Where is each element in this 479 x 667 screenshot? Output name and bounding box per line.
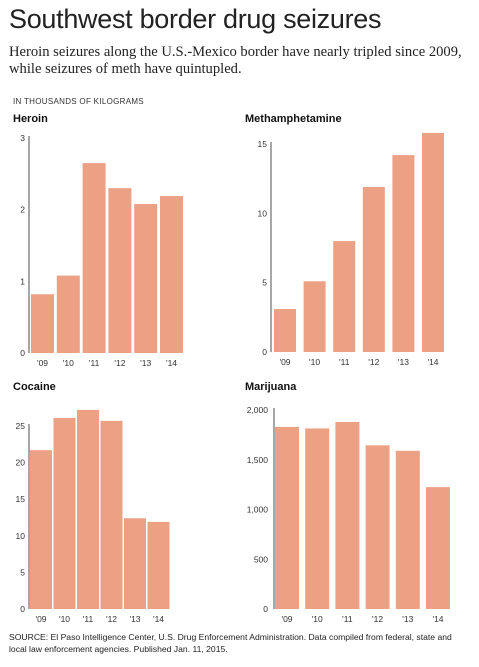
chart-title: Southwest border drug seizures [9, 4, 382, 34]
cocaine-bar-09 [30, 450, 52, 609]
cocaine-y-tick-label: 25 [16, 421, 26, 431]
methamphetamine-bar-13 [392, 155, 415, 352]
methamphetamine-bar-11 [333, 241, 356, 352]
methamphetamine-bar-12 [362, 186, 385, 352]
marijuana-bar-11 [335, 421, 360, 609]
marijuana-y-tick-label: 1,000 [247, 505, 269, 515]
heroin-y-tick-label: 1 [20, 276, 25, 286]
methamphetamine-y-tick-label: 15 [258, 139, 268, 149]
heroin-bar-12 [108, 188, 132, 353]
heroin-y-tick-label: 0 [20, 348, 25, 358]
source-note: SOURCE: El Paso Intelligence Center, U.S… [9, 632, 452, 654]
cocaine-y-tick-label: 20 [16, 458, 26, 468]
cocaine-y-tick-label: 5 [20, 567, 25, 577]
cocaine-bar-10 [53, 417, 76, 609]
heroin-bar-13 [134, 203, 158, 353]
cocaine-y-tick-label: 15 [16, 494, 26, 504]
cocaine-x-tick-label: '13 [129, 614, 140, 624]
methamphetamine-bar-10 [303, 281, 326, 352]
marijuana-y-tick-label: 500 [254, 554, 268, 564]
marijuana-bar-13 [395, 450, 420, 609]
marijuana-bar-14 [426, 487, 450, 609]
heroin-bar-11 [82, 163, 106, 353]
heroin-bar-10 [56, 275, 80, 353]
marijuana-x-tick-label: '11 [342, 614, 353, 624]
marijuana-bar-12 [365, 445, 390, 609]
panel-title-marijuana: Marijuana [245, 381, 297, 393]
heroin-y-tick-label: 3 [20, 133, 25, 143]
heroin-bar-14 [160, 196, 183, 353]
marijuana-x-tick-label: '12 [372, 614, 383, 624]
methamphetamine-x-tick-label: '12 [368, 357, 379, 367]
marijuana-bar-09 [275, 426, 299, 609]
chart-subtitle: Heroin seizures along the U.S.-Mexico bo… [9, 44, 462, 77]
marijuana-y-tick-label: 2,000 [247, 405, 269, 415]
units-label: IN THOUSANDS OF KILOGRAMS [13, 97, 144, 106]
cocaine-y-tick-label: 0 [20, 604, 25, 614]
heroin-x-tick-label: '13 [140, 358, 151, 368]
heroin-x-tick-label: '12 [114, 358, 125, 368]
methamphetamine-x-tick-label: '14 [427, 357, 438, 367]
methamphetamine-bar-14 [422, 132, 444, 352]
cocaine-y-tick-label: 10 [16, 531, 26, 541]
panel-title-cocaine: Cocaine [13, 381, 56, 393]
cocaine-x-tick-label: '14 [153, 614, 164, 624]
cocaine-bar-14 [147, 521, 170, 609]
methamphetamine-x-tick-label: '09 [279, 357, 290, 367]
heroin-y-tick-label: 2 [20, 205, 25, 215]
cocaine-x-tick-label: '09 [35, 614, 46, 624]
marijuana-x-tick-label: '14 [432, 614, 443, 624]
marijuana-bar-10 [305, 428, 330, 609]
heroin-bar-09 [31, 294, 54, 353]
panel-title-methamphetamine: Methamphetamine [245, 113, 342, 125]
marijuana-x-tick-label: '10 [312, 614, 323, 624]
methamphetamine-y-tick-label: 10 [258, 208, 268, 218]
methamphetamine-y-tick-label: 5 [262, 278, 267, 288]
marijuana-y-tick-label: 0 [263, 604, 268, 614]
marijuana-x-tick-label: '09 [281, 614, 292, 624]
panel-title-heroin: Heroin [13, 113, 48, 125]
heroin-x-tick-label: '14 [166, 358, 177, 368]
cocaine-bar-13 [124, 518, 146, 609]
methamphetamine-y-tick-label: 0 [262, 347, 267, 357]
methamphetamine-x-tick-label: '13 [398, 357, 409, 367]
cocaine-x-tick-label: '10 [59, 614, 70, 624]
methamphetamine-x-tick-label: '11 [339, 357, 350, 367]
marijuana-x-tick-label: '13 [402, 614, 413, 624]
heroin-x-tick-label: '11 [89, 358, 100, 368]
marijuana-y-tick-label: 1,500 [247, 455, 269, 465]
heroin-x-tick-label: '09 [37, 358, 48, 368]
cocaine-bar-12 [100, 420, 123, 609]
methamphetamine-bar-09 [274, 309, 296, 352]
methamphetamine-x-tick-label: '10 [309, 357, 320, 367]
cocaine-x-tick-label: '12 [106, 614, 117, 624]
cocaine-x-tick-label: '11 [83, 614, 94, 624]
heroin-x-tick-label: '10 [63, 358, 74, 368]
cocaine-bar-11 [77, 409, 99, 609]
